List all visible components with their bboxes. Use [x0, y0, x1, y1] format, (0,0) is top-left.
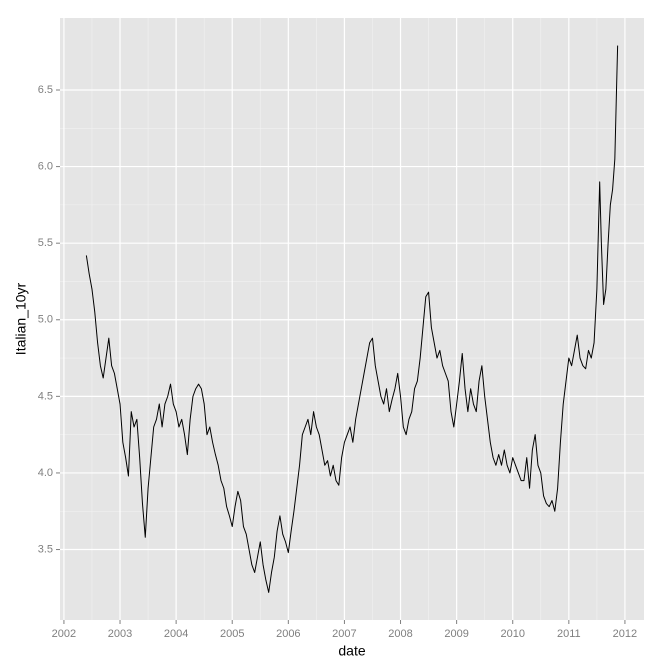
y-tick-label: 6.0: [38, 160, 53, 172]
x-tick-label: 2010: [500, 628, 524, 640]
x-tick-label: 2003: [108, 628, 132, 640]
line: [85, 45, 619, 593]
y-tick-label: 6.5: [38, 84, 53, 96]
y-tick-label: 5.5: [38, 237, 53, 249]
x-tick-label: 2012: [613, 628, 637, 640]
x-tick-label: 2004: [164, 628, 188, 640]
x-tick-label: 2011: [557, 628, 581, 640]
x-tick-label: 2007: [332, 628, 356, 640]
y-tick-label: 3.5: [38, 543, 53, 555]
y-tick-label: 4.5: [38, 390, 53, 402]
x-axis-title: date: [338, 643, 365, 659]
y-tick-label: 4.0: [38, 467, 53, 479]
plot-area: [85, 45, 619, 593]
grid: [60, 18, 644, 620]
x-tick-label: 2008: [388, 628, 412, 640]
y-axis-title: Italian_10yr: [13, 282, 29, 355]
x-tick-label: 2002: [52, 628, 76, 640]
y-tick-label: 5.0: [38, 314, 53, 326]
x-tick-label: 2005: [220, 628, 244, 640]
x-tick-label: 2009: [444, 628, 468, 640]
panel: [60, 18, 644, 620]
x-tick-label: 2006: [276, 628, 300, 640]
